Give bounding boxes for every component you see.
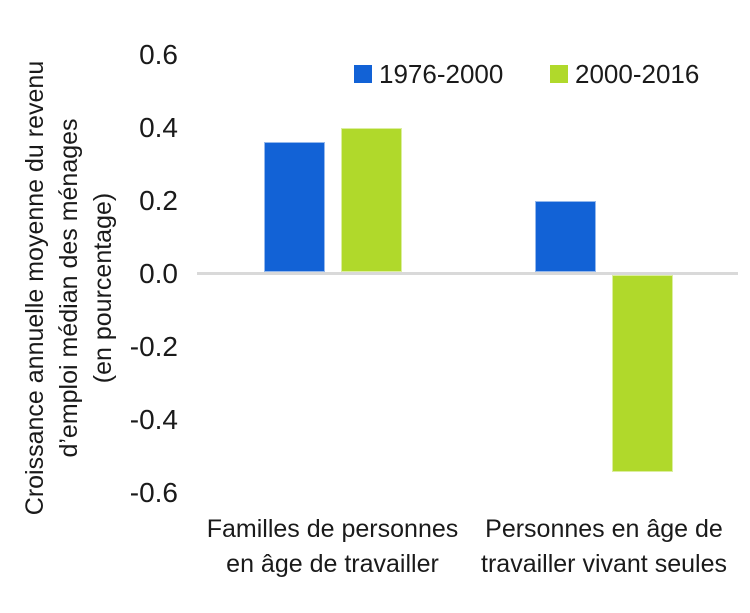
legend-item-2000-2016: 2000-2016 bbox=[550, 61, 699, 87]
legend-label-2000-2016: 2000-2016 bbox=[575, 59, 700, 89]
category-label-1: Familles de personnes en âge de travaill… bbox=[206, 515, 459, 578]
y-tick-label: -0.4 bbox=[129, 404, 178, 436]
category-label-2: Personnes en âge de travailler vivant se… bbox=[481, 515, 727, 578]
legend-swatch-2000-2016-icon bbox=[550, 65, 568, 83]
bar-2000-2016-group-2 bbox=[612, 275, 673, 472]
y-tick-label: -0.6 bbox=[129, 477, 178, 509]
y-tick-label: 0.6 bbox=[139, 38, 178, 70]
y-tick-label: 0.0 bbox=[139, 258, 178, 289]
y-tick-label: 0.2 bbox=[139, 184, 178, 216]
bar-1976-2000-group-2 bbox=[535, 200, 596, 272]
bar-1976-2000-group-1 bbox=[263, 142, 325, 272]
bar-2000-2016-group-1 bbox=[340, 127, 402, 272]
y-tick-label: 0.4 bbox=[139, 111, 178, 143]
y-tick-label: -0.2 bbox=[129, 331, 178, 363]
zero-gridline bbox=[197, 272, 738, 275]
legend-swatch-1976-2000-icon bbox=[354, 65, 372, 83]
legend-label-1976-2000: 1976-2000 bbox=[379, 59, 504, 89]
legend-item-1976-2000: 1976-2000 bbox=[354, 61, 503, 87]
